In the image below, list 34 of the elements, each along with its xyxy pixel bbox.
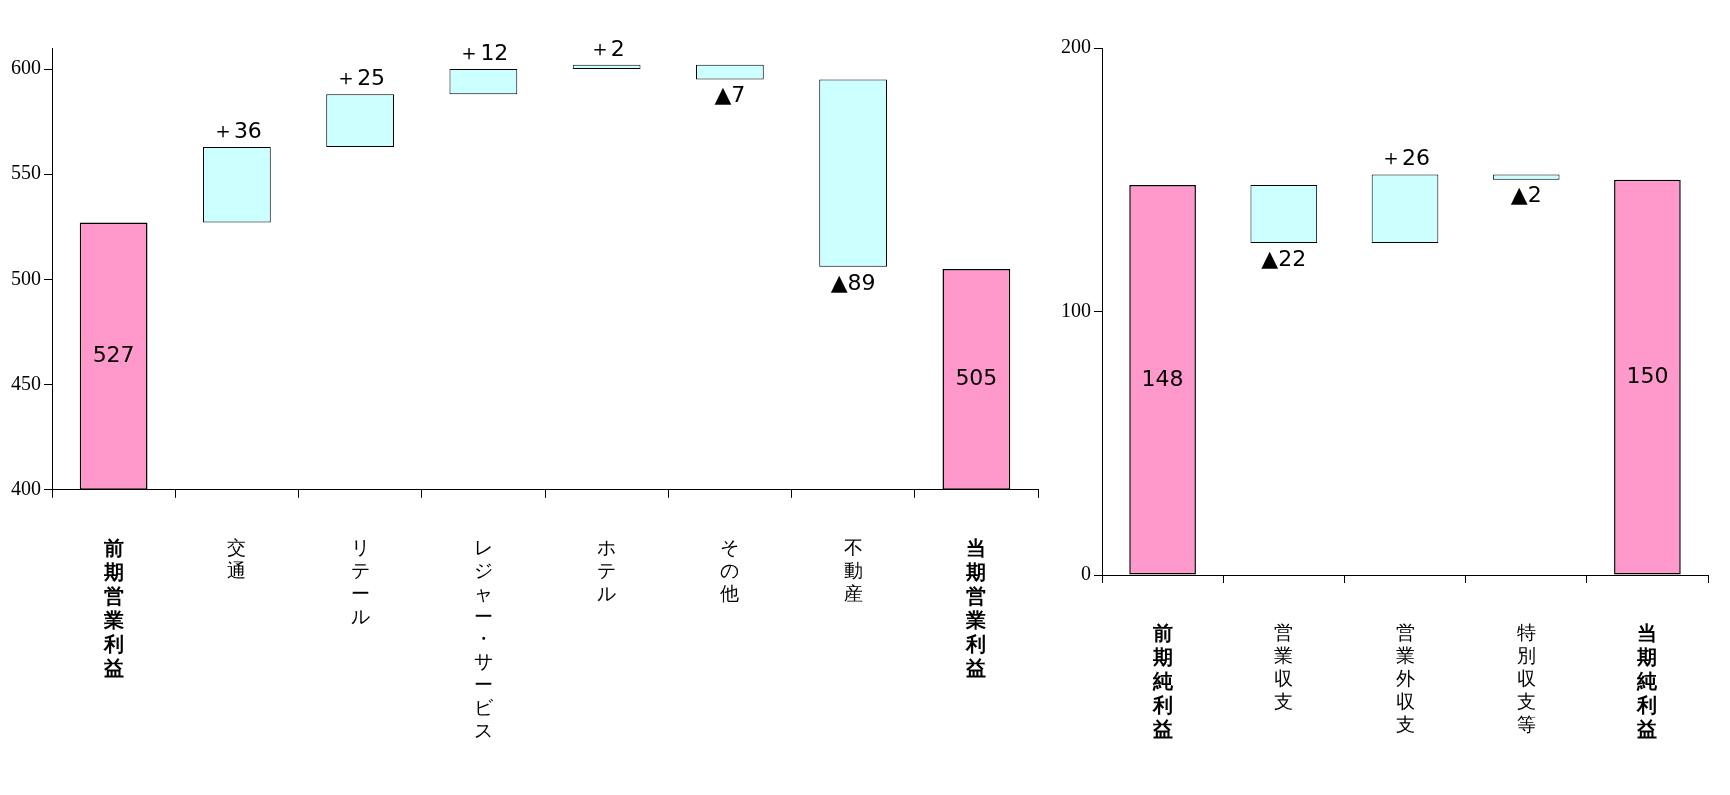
data-label: ＋26 bbox=[1380, 145, 1430, 171]
y-tick-label: 400 bbox=[11, 477, 41, 500]
x-tick-label: リテール bbox=[350, 536, 370, 627]
x-tick-label: 当期純利益 bbox=[1636, 621, 1659, 742]
x-tick-label: 営業外収支 bbox=[1395, 621, 1415, 735]
data-label: 527 bbox=[92, 341, 135, 367]
x-tick-label: その他 bbox=[720, 536, 740, 604]
x-tick-label: 不動産 bbox=[843, 536, 863, 604]
y-tick-label: 500 bbox=[11, 266, 41, 289]
data-label: 150 bbox=[1626, 363, 1669, 389]
data-label: ▲89 bbox=[830, 269, 876, 295]
y-tick-label: 100 bbox=[1061, 298, 1091, 321]
x-tick-label: 交通 bbox=[227, 536, 247, 581]
x-tick-label: 当期営業利益 bbox=[965, 536, 987, 680]
x-tick-label: 前期営業利益 bbox=[102, 536, 124, 680]
x-tick-label: 特別収支等 bbox=[1516, 621, 1536, 735]
data-label: ▲7 bbox=[714, 82, 746, 108]
x-tick-label: 前期純利益 bbox=[1151, 621, 1174, 742]
y-tick-label: 0 bbox=[1081, 562, 1091, 585]
data-label: ＋25 bbox=[335, 65, 386, 90]
data-label: 148 bbox=[1141, 365, 1184, 391]
data-label: ＋2 bbox=[588, 35, 625, 61]
y-tick-label: 600 bbox=[11, 56, 41, 79]
y-tick-label: 200 bbox=[1061, 35, 1091, 58]
data-label: ＋36 bbox=[211, 117, 262, 143]
x-tick-label: ホテル bbox=[597, 536, 617, 604]
y-tick-label: 550 bbox=[11, 161, 41, 184]
category-label: レジャー・サービス bbox=[473, 536, 493, 741]
data-label: 505 bbox=[955, 365, 998, 391]
data-label: ▲22 bbox=[1261, 245, 1307, 271]
y-tick-label: 450 bbox=[11, 371, 41, 394]
x-tick-label: 営業収支 bbox=[1274, 621, 1294, 712]
data-label: ▲2 bbox=[1510, 182, 1542, 208]
data-label: ＋12 bbox=[458, 39, 509, 65]
